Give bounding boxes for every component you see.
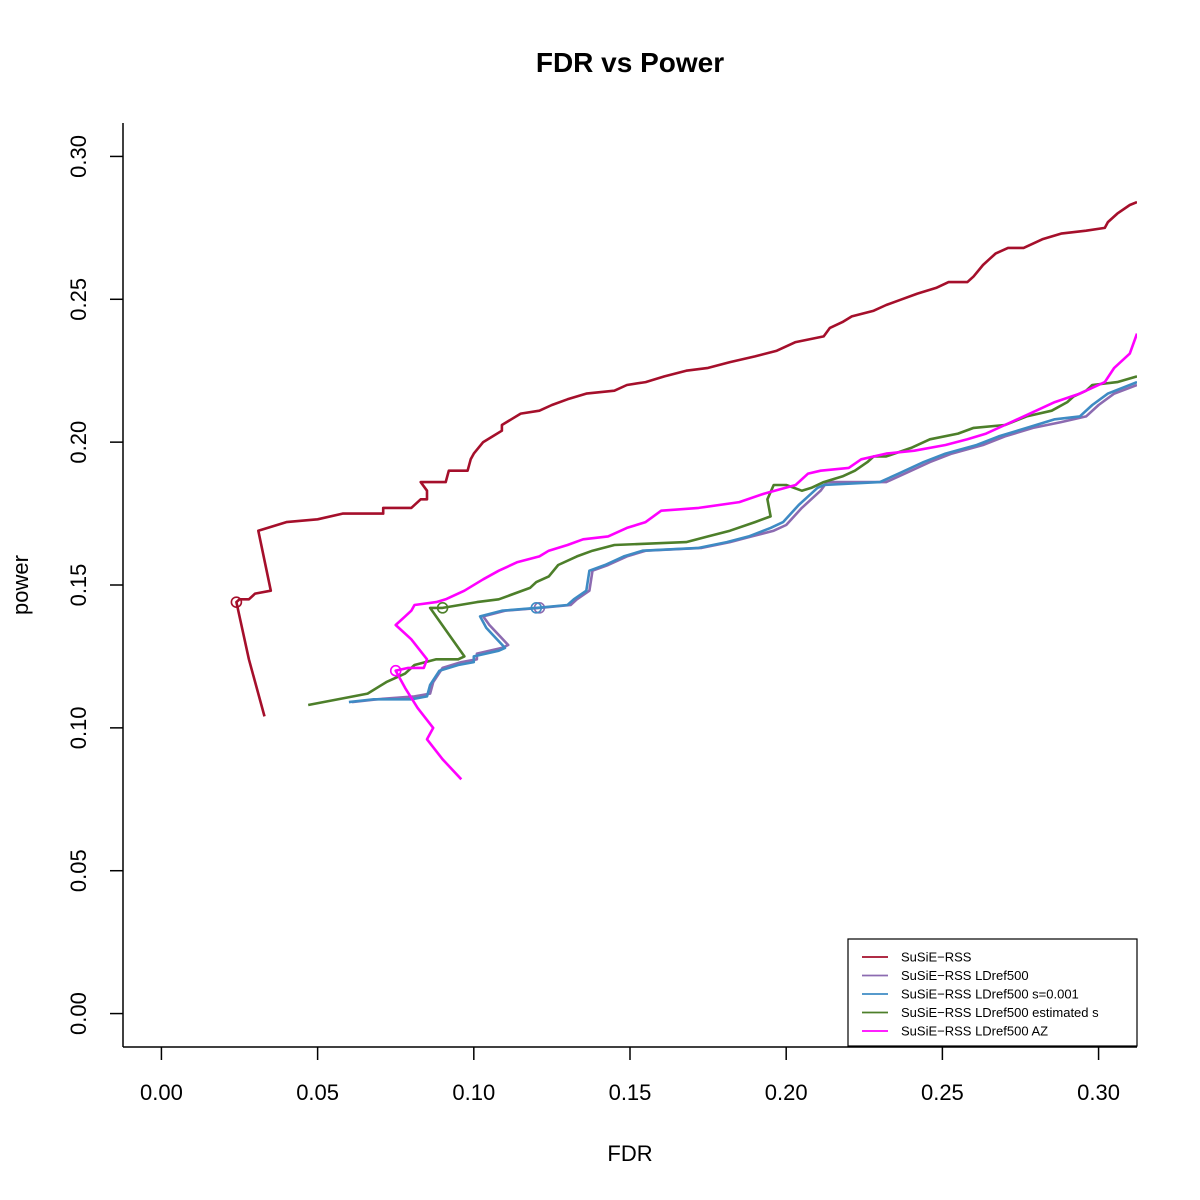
series-marker-1 bbox=[230, 596, 243, 608]
legend-box bbox=[847, 938, 1138, 1047]
series-layer bbox=[230, 200, 1137, 781]
y-tick-label: 0.25 bbox=[66, 278, 91, 321]
series-line-3 bbox=[348, 380, 1137, 704]
x-tick-label: 0.20 bbox=[765, 1080, 808, 1105]
y-tick-label: 0.00 bbox=[66, 992, 91, 1035]
series-line-5 bbox=[394, 333, 1137, 781]
legend-label-1: SuSiE−RSS bbox=[901, 950, 972, 965]
series-line-2 bbox=[351, 383, 1137, 704]
axes: 0.00 0.05 0.10 0.15 0.20 0.25 0.30 0.00 0.05 0.10… bbox=[66, 123, 1137, 1105]
legend-label-5: SuSiE−RSS LDref500 AZ bbox=[901, 1024, 1048, 1039]
x-tick-label: 0.00 bbox=[140, 1080, 183, 1105]
x-tick-label: 0.30 bbox=[1077, 1080, 1120, 1105]
x-axis-label: FDR bbox=[607, 1141, 652, 1166]
series-marker-3 bbox=[530, 602, 543, 614]
series-marker-4 bbox=[436, 602, 449, 614]
series-line-1 bbox=[235, 200, 1137, 717]
y-tick-label: 0.15 bbox=[66, 564, 91, 607]
y-tick-label: 0.05 bbox=[66, 849, 91, 892]
x-tick-label: 0.05 bbox=[296, 1080, 339, 1105]
x-tick-label: 0.10 bbox=[452, 1080, 495, 1105]
series-line-4 bbox=[307, 375, 1137, 707]
y-tick-label: 0.20 bbox=[66, 421, 91, 464]
series-marker-5 bbox=[389, 664, 402, 677]
x-tick-label: 0.25 bbox=[921, 1080, 964, 1105]
y-tick-label: 0.10 bbox=[66, 706, 91, 749]
chart-title: FDR vs Power bbox=[536, 47, 724, 78]
legend-label-3: SuSiE−RSS LDref500 s=0.001 bbox=[901, 987, 1079, 1002]
legend-label-4: SuSiE−RSS LDref500 estimated s bbox=[901, 1005, 1099, 1020]
y-tick-label: 0.30 bbox=[66, 135, 91, 178]
y-axis-label: power bbox=[8, 555, 33, 615]
legend-label-2: SuSiE−RSS LDref500 bbox=[901, 968, 1029, 983]
x-tick-label: 0.15 bbox=[609, 1080, 652, 1105]
legend: SuSiE−RSS SuSiE−RSS LDref500 SuSiE−RSS LDr… bbox=[847, 938, 1138, 1047]
